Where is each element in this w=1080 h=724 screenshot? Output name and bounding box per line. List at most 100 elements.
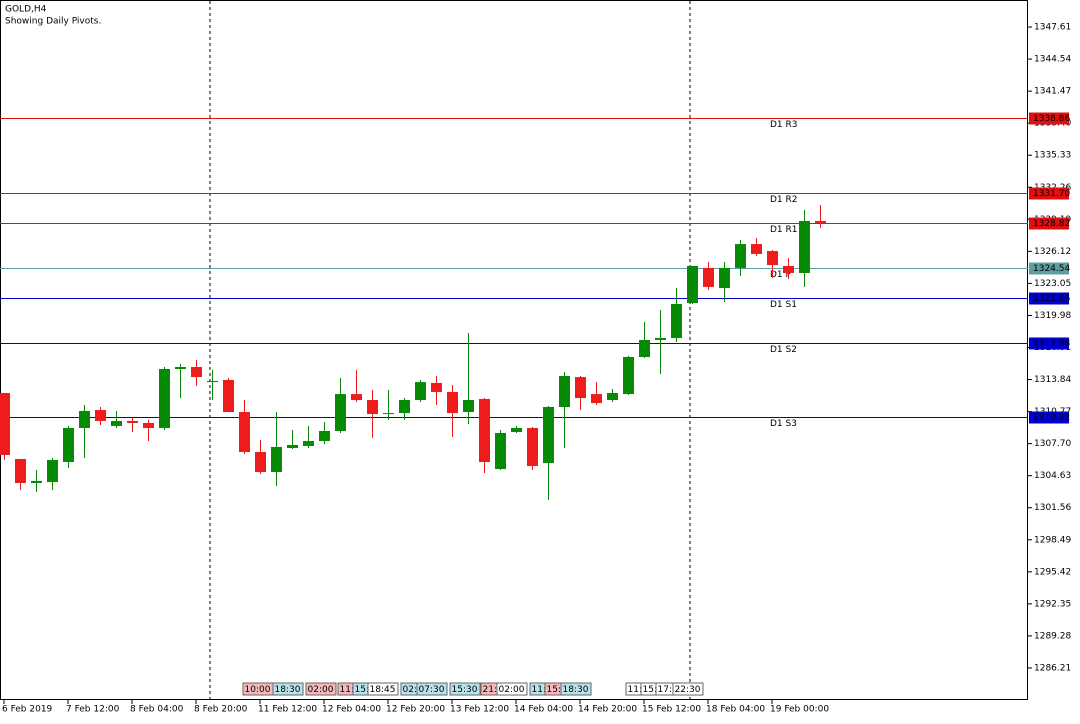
candle-body bbox=[511, 427, 522, 433]
y-tick-label: 1304.63 bbox=[1034, 471, 1071, 481]
candle-body bbox=[767, 251, 778, 266]
event-label: 18:30 bbox=[275, 685, 301, 695]
pivot-price-label: 1317.38 bbox=[1033, 339, 1070, 349]
candle-body bbox=[191, 367, 202, 378]
x-tick-label: 8 Feb 04:00 bbox=[130, 705, 184, 715]
plot-frame bbox=[0, 0, 1028, 700]
pivot-price-box bbox=[1029, 187, 1069, 200]
candle-body bbox=[431, 382, 442, 392]
pivot-name: D1 R2 bbox=[770, 195, 798, 205]
candle-body bbox=[575, 377, 586, 399]
candle-body bbox=[463, 400, 474, 413]
event-label: 02:00 bbox=[308, 685, 334, 695]
x-tick-label: 14 Feb 20:00 bbox=[578, 705, 637, 715]
candle-body bbox=[175, 367, 186, 369]
candle-body bbox=[719, 267, 730, 288]
candle-body bbox=[591, 394, 602, 404]
y-tick-label: 1313.84 bbox=[1034, 375, 1071, 385]
event-marker bbox=[305, 682, 337, 696]
event-marker bbox=[496, 682, 528, 696]
x-tick-label: 11 Feb 12:00 bbox=[258, 705, 317, 715]
event-label: 02: bbox=[403, 685, 417, 695]
candle-body bbox=[159, 368, 170, 428]
candle-body bbox=[783, 265, 794, 273]
candle-body bbox=[495, 432, 506, 469]
y-tick-label: 1319.98 bbox=[1034, 311, 1071, 321]
pivot-price-label: 1324.54 bbox=[1033, 264, 1070, 274]
event-label: 15: bbox=[547, 685, 561, 695]
candle-body bbox=[95, 410, 106, 421]
candle-body bbox=[671, 303, 682, 338]
pivot-price-box bbox=[1029, 112, 1069, 125]
y-tick-label: 1341.47 bbox=[1034, 87, 1071, 97]
event-label: 10:00 bbox=[245, 685, 271, 695]
x-tick-label: 8 Feb 20:00 bbox=[194, 705, 248, 715]
y-tick-label: 1323.05 bbox=[1034, 279, 1071, 289]
candle-body bbox=[367, 400, 378, 414]
event-label: 18:45 bbox=[370, 685, 396, 695]
candle-body bbox=[447, 391, 458, 414]
event-label: 15: bbox=[355, 685, 369, 695]
event-label: 21: bbox=[483, 685, 497, 695]
pivot-price-box bbox=[1029, 292, 1069, 305]
candle-body bbox=[0, 393, 10, 456]
candle-body bbox=[527, 427, 538, 466]
event-label: 11: bbox=[340, 685, 354, 695]
y-tick-label: 1301.56 bbox=[1034, 503, 1071, 513]
pivot-name: D1 S2 bbox=[770, 345, 797, 355]
event-label: 17: bbox=[658, 685, 672, 695]
candle-body bbox=[815, 220, 826, 223]
candle-body bbox=[703, 267, 714, 287]
pivot-price-label: 1331.70 bbox=[1033, 189, 1070, 199]
event-marker bbox=[560, 682, 592, 696]
x-tick-label: 19 Feb 00:00 bbox=[770, 705, 829, 715]
candle-body bbox=[639, 339, 650, 357]
candle-body bbox=[127, 420, 138, 423]
pivot-name: D1 S1 bbox=[770, 300, 797, 310]
candle-body bbox=[383, 413, 394, 415]
y-tick-label: 1298.49 bbox=[1034, 535, 1071, 545]
event-label: 18:30 bbox=[563, 685, 589, 695]
event-label: 15:30 bbox=[452, 685, 478, 695]
x-tick-label: 15 Feb 12:00 bbox=[642, 705, 701, 715]
candle-body bbox=[479, 398, 490, 463]
y-tick-label: 1292.35 bbox=[1034, 599, 1071, 609]
x-tick-label: 12 Feb 20:00 bbox=[386, 705, 445, 715]
candle-body bbox=[687, 265, 698, 304]
candle-body bbox=[415, 382, 426, 400]
chart-title: GOLD,H4 bbox=[5, 5, 47, 15]
event-label: 11: bbox=[628, 685, 642, 695]
candle-body bbox=[399, 400, 410, 414]
candle-body bbox=[79, 410, 90, 428]
candle-body bbox=[799, 220, 810, 273]
event-marker bbox=[416, 682, 448, 696]
event-label: 11: bbox=[532, 685, 546, 695]
candle-body bbox=[111, 420, 122, 426]
x-tick-label: 18 Feb 04:00 bbox=[706, 705, 765, 715]
plot-area: D1 R3 D1 R2 D1 R1 D1 P D1 S1 D1 S2 D1 S3 bbox=[0, 118, 1028, 500]
y-tick-label: 1335.33 bbox=[1034, 151, 1071, 161]
event-marker bbox=[449, 682, 481, 696]
pivot-price-box bbox=[1029, 262, 1069, 275]
pivot-name: D1 P bbox=[770, 270, 792, 280]
pivot-price-label: 1310.22 bbox=[1033, 413, 1070, 423]
x-tick-label: 13 Feb 12:00 bbox=[450, 705, 509, 715]
pivot-name: D1 R3 bbox=[770, 120, 798, 130]
pivot-price-box bbox=[1029, 337, 1069, 350]
candle-body bbox=[239, 412, 250, 452]
axes: 1347.611344.541341.471338.401335.331332.… bbox=[2, 23, 1071, 715]
candle-body bbox=[63, 427, 74, 463]
event-marker bbox=[367, 682, 399, 696]
event-label: 15: bbox=[643, 685, 657, 695]
event-marker bbox=[272, 682, 304, 696]
candle-body bbox=[751, 244, 762, 254]
candle-body bbox=[31, 481, 42, 483]
candle-body bbox=[255, 451, 266, 473]
x-tick-label: 12 Feb 04:00 bbox=[322, 705, 381, 715]
y-tick-label: 1347.61 bbox=[1034, 23, 1071, 33]
y-tick-label: 1307.70 bbox=[1034, 439, 1071, 449]
candle-body bbox=[735, 244, 746, 268]
candle-body bbox=[303, 441, 314, 447]
